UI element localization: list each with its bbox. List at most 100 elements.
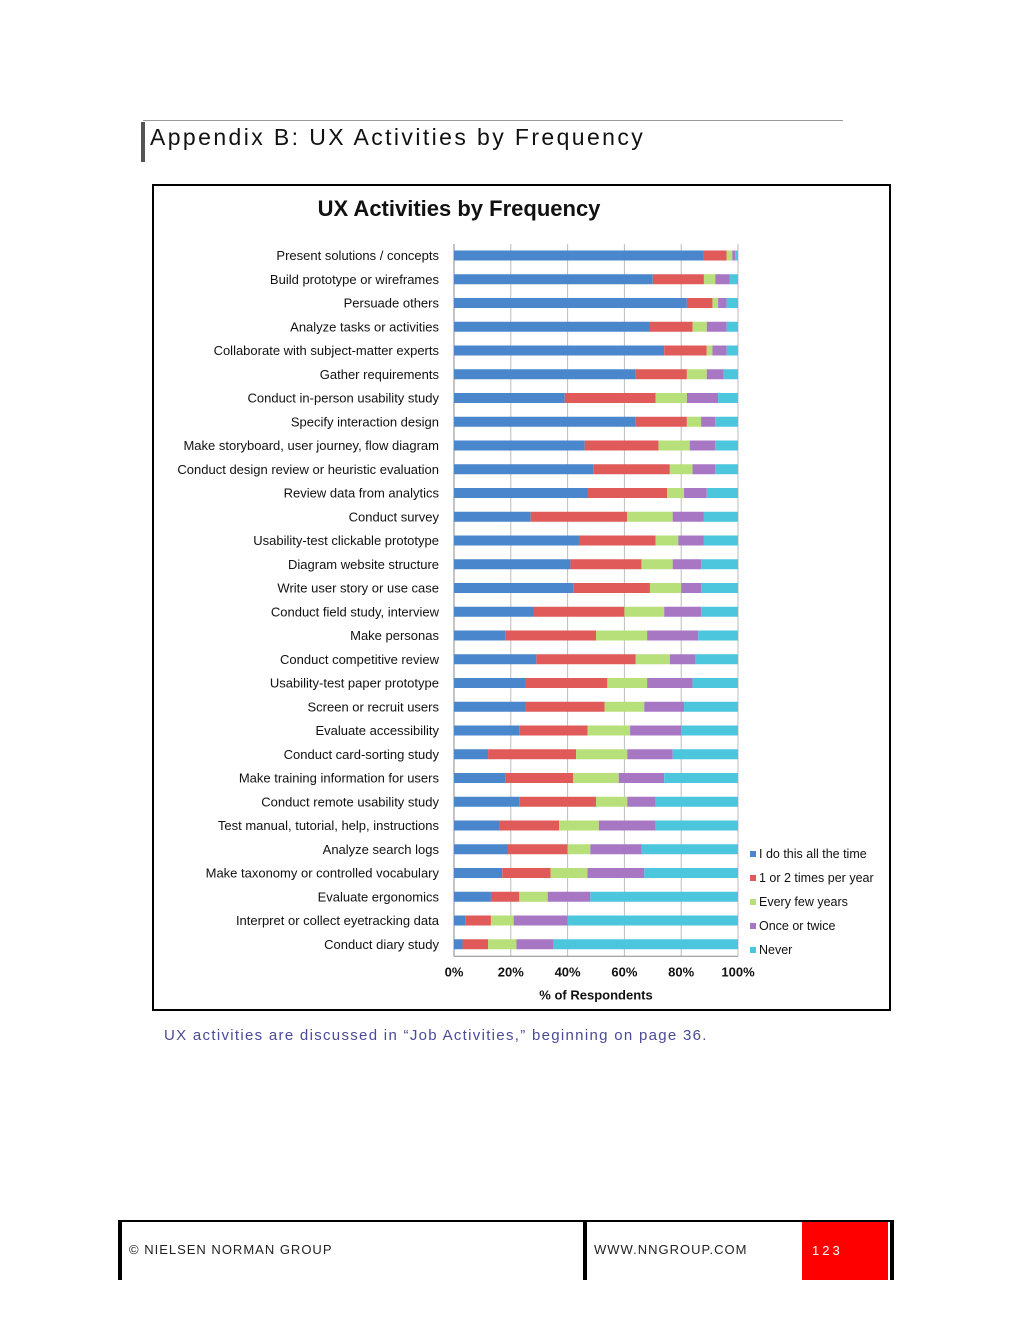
bar-segment [454, 440, 585, 451]
bar-segment [627, 796, 656, 807]
category-label: Usability-test clickable prototype [253, 533, 439, 548]
bar-segment [507, 844, 568, 855]
bar-segment [635, 654, 670, 665]
bar-segment [596, 796, 628, 807]
bar-segment [590, 844, 642, 855]
bar-segment [530, 511, 628, 522]
footer-website-link[interactable]: WWW.NNGROUP.COM [594, 1242, 748, 1257]
bar-segment [718, 393, 738, 403]
category-label: Conduct in-person usability study [248, 391, 440, 406]
bar-segment [652, 274, 704, 285]
bar-segment [454, 630, 506, 641]
category-label: Conduct diary study [324, 937, 439, 952]
bar-segment [587, 868, 645, 878]
bar-segment [641, 559, 673, 570]
legend-label: I do this all the time [759, 847, 867, 861]
bar-segment [664, 345, 707, 356]
figure-caption: UX activities are discussed in “Job Acti… [164, 1027, 708, 1044]
x-axis-label: % of Respondents [539, 987, 652, 1002]
page-number: 123 [812, 1243, 843, 1258]
bar-segment [706, 321, 727, 332]
legend-swatch [750, 899, 756, 905]
bar-segment [698, 630, 738, 641]
bar-segment [664, 606, 702, 617]
bar-segment [454, 535, 579, 546]
bar-segment [726, 345, 738, 356]
legend-swatch [750, 851, 756, 857]
bar-segment [681, 725, 738, 736]
bar-segment [454, 559, 571, 570]
category-label: Gather requirements [320, 367, 440, 382]
category-label: Conduct survey [349, 509, 440, 524]
category-label: Evaluate ergonomics [318, 889, 440, 904]
bar-segment [454, 511, 531, 522]
bar-segment [573, 583, 650, 593]
bar-segment [692, 678, 738, 688]
bar-segment [454, 393, 565, 403]
bar-segment [712, 345, 727, 356]
bar-segment [465, 915, 491, 926]
stacked-bar-chart: UX Activities by Frequency Present soluti… [177, 196, 873, 1002]
x-tick-label: 20% [498, 964, 524, 979]
bar-segment [624, 606, 665, 617]
bar-segment [706, 488, 738, 498]
bar-segment [672, 559, 702, 570]
bar-segment [658, 440, 690, 451]
bar-segment [502, 868, 551, 878]
footer-rule [118, 1220, 894, 1222]
bar-segment [686, 369, 707, 380]
legend-label: Every few years [759, 895, 848, 909]
bar-segment [598, 820, 656, 831]
bar-segment [550, 868, 588, 878]
bar-segment [732, 250, 736, 261]
bar-segment [454, 298, 687, 308]
bar-segment [715, 274, 730, 285]
bar-segment [664, 773, 738, 783]
bar-segment [454, 701, 525, 712]
bar-segment [692, 321, 707, 332]
bar-segment [655, 535, 679, 546]
bar-segment [553, 939, 738, 950]
bar-segment [701, 559, 738, 570]
bar-segment [726, 298, 738, 308]
category-label: Persuade others [344, 296, 440, 311]
bar-segment [686, 298, 713, 308]
bar-segment [655, 820, 738, 831]
bar-segment [454, 749, 489, 760]
bar-segment [607, 678, 648, 688]
bar-segment [655, 393, 687, 403]
bar-segment [684, 701, 738, 712]
bar-segment [454, 369, 636, 380]
bar-segment [576, 749, 628, 760]
bar-segment [715, 440, 738, 451]
bar-segment [678, 535, 704, 546]
category-label: Make training information for users [239, 771, 440, 786]
bar-segment [525, 701, 605, 712]
bar-segment [454, 345, 665, 356]
bar-segment [635, 416, 687, 427]
bar-segment [454, 583, 574, 593]
category-label: Conduct competitive review [280, 652, 440, 667]
chart-frame: UX Activities by Frequency Present soluti… [152, 184, 891, 1011]
category-label: Analyze search logs [323, 842, 440, 857]
category-label: Diagram website structure [288, 557, 439, 572]
x-tick-label: 80% [668, 964, 694, 979]
bar-segment [573, 773, 619, 783]
bar-segment [735, 250, 738, 261]
footer-divider [890, 1220, 894, 1280]
bar-segment [454, 939, 463, 950]
bar-segment [454, 844, 508, 855]
bar-segment [454, 820, 500, 831]
legend-label: Never [759, 943, 792, 957]
bar-segment [669, 654, 696, 665]
page-title: Appendix B: UX Activities by Frequency [150, 124, 646, 150]
bar-segment [454, 868, 503, 878]
bar-segment [689, 440, 716, 451]
bar-segment [454, 773, 506, 783]
legend-swatch [750, 947, 756, 953]
bar-segment [584, 440, 659, 451]
footer-divider [583, 1220, 587, 1280]
bar-segment [564, 393, 656, 403]
bar-segment [701, 583, 738, 593]
bar-segment [712, 298, 719, 308]
